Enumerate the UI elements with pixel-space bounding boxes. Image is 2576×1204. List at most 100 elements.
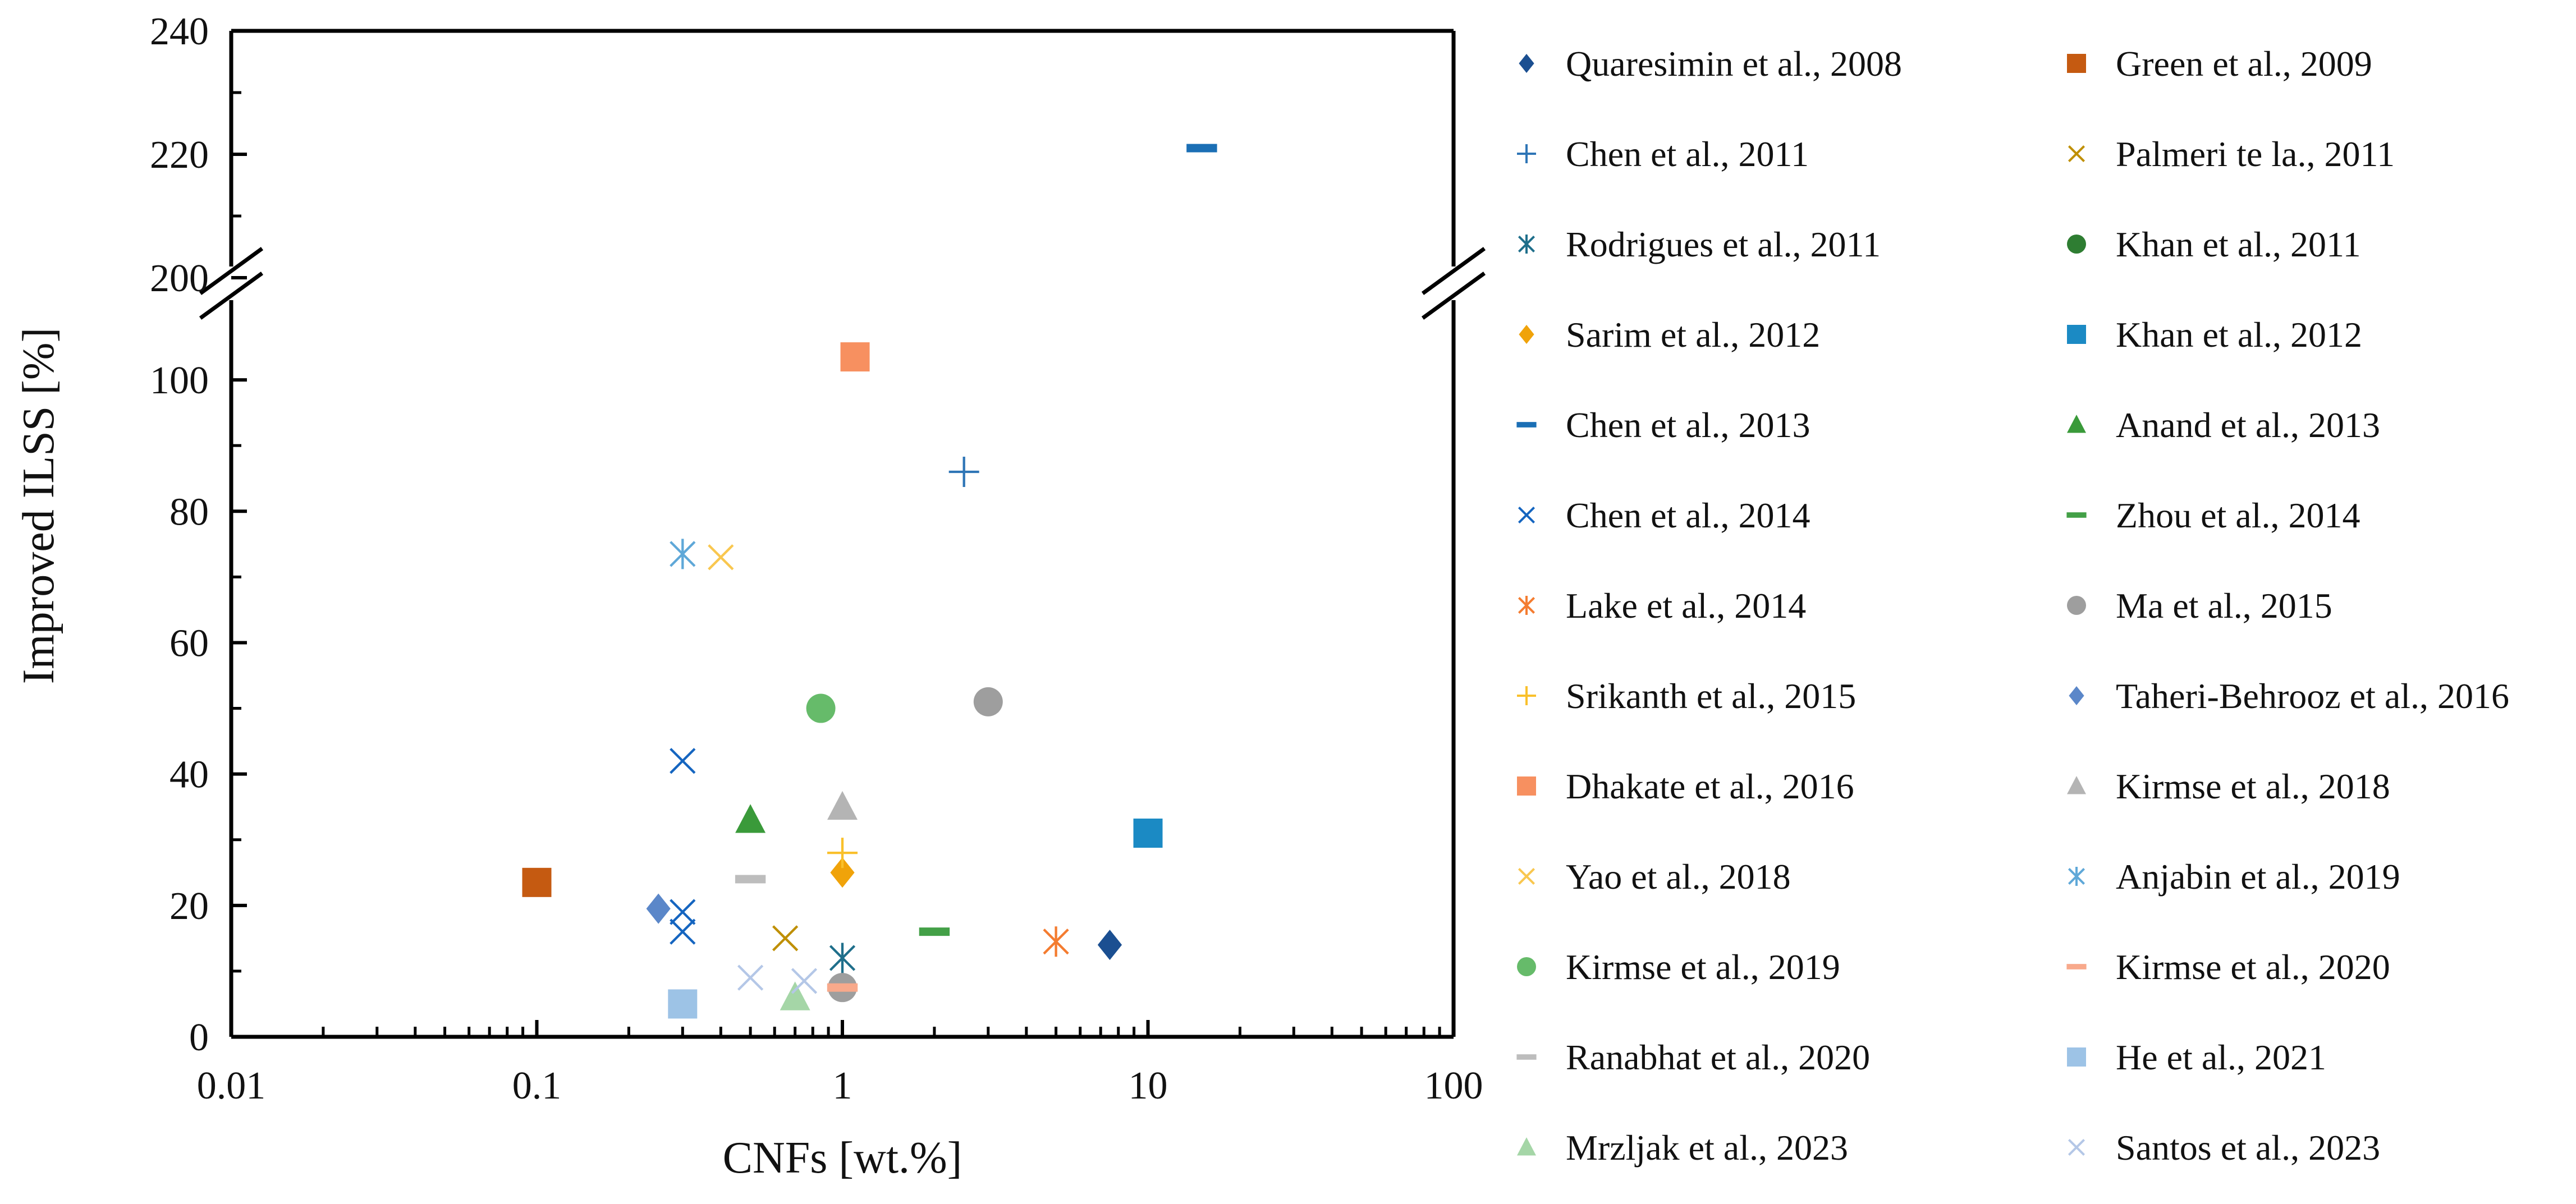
data-point [1133,819,1163,848]
legend-item: Anjabin et al., 2019 [2068,857,2400,897]
legend-item: Lake et al., 2014 [1518,586,1806,626]
legend-item: Ma et al., 2015 [2067,586,2332,626]
legend-item: Yao et al., 2018 [1518,857,1791,897]
x-tick-label: 0.1 [512,1064,562,1108]
data-point [1186,144,1217,153]
legend-marker [1518,235,1535,254]
data-point [919,927,950,936]
data-point [806,693,836,723]
legend-label: Kirmse et al., 2019 [1566,947,1840,987]
x-tick-label: 10 [1129,1064,1168,1108]
legend-item: Anand et al., 2013 [2067,405,2380,445]
legend-marker [1519,54,1534,73]
legend-item: Palmeri te la., 2011 [2068,134,2395,174]
legend-label: Lake et al., 2014 [1566,586,1806,626]
legend-item: Taheri-Behrooz et al., 2016 [2069,676,2509,716]
legend-item: Santos et al., 2023 [2068,1128,2380,1168]
y-tick-label: 80 [169,490,209,534]
legend-marker [1517,776,1536,796]
legend-marker [1517,957,1536,976]
legend-item: He et al., 2021 [2067,1037,2326,1077]
legend-marker [2067,1047,2086,1067]
data-point [670,539,696,569]
legend-marker [2067,596,2086,615]
x-tick-label: 100 [1424,1064,1483,1108]
legend-item: Chen et al., 2013 [1516,405,1810,445]
legend-item: Srikanth et al., 2015 [1517,676,1856,716]
axes: 0 20 40 60 80 100 200 220 240 0.01 0.1 1 10 100 [150,10,1486,1108]
y-tick-label: 60 [169,622,209,665]
legend-marker [2067,325,2086,344]
legend-label: Chen et al., 2013 [1566,405,1810,445]
legend-label: Ranabhat et al., 2020 [1566,1037,1870,1077]
legend-item: Kirmse et al., 2018 [2067,766,2390,806]
legend-marker [2069,686,2084,705]
legend-marker [2068,145,2085,163]
legend-marker [2067,776,2086,794]
legend-label: Dhakate et al., 2016 [1566,766,1854,806]
data-point [840,342,870,372]
legend-label: Rodrigues et al., 2011 [1566,224,1881,264]
data-point [973,687,1003,716]
y-tick-label: 20 [169,885,209,928]
data-point [670,918,696,945]
legend-marker [1518,867,1535,885]
data-point [1043,926,1069,957]
data-point [830,857,855,888]
y-axis-break-mark [199,272,264,320]
data-point [708,544,734,571]
legend-item: Rodrigues et al., 2011 [1518,224,1881,264]
legend-item: Quaresimin et al., 2008 [1519,44,1902,84]
data-point [646,893,671,924]
legend-item: Chen et al., 2014 [1518,495,1810,535]
legend-marker [1516,1054,1537,1060]
legend-item: Green et al., 2009 [2067,44,2372,84]
y-tick-label: 100 [150,359,209,402]
legend-label: He et al., 2021 [2116,1037,2326,1077]
right-axis-break-mark [1421,247,1486,295]
y-tick-label: 0 [189,1016,209,1059]
legend-label: Santos et al., 2023 [2116,1128,2380,1168]
legend-label: Khan et al., 2011 [2116,224,2361,264]
legend-marker [2067,235,2086,254]
legend-item: Ranabhat et al., 2020 [1516,1037,1870,1077]
legend-label: Yao et al., 2018 [1566,857,1791,897]
legend-label: Anand et al., 2013 [2116,405,2380,445]
y-tick-label: 40 [169,753,209,797]
data-point [827,838,858,868]
legend-marker [2066,964,2087,969]
data-point [522,867,552,897]
data-point [735,804,766,833]
legend-label: Kirmse et al., 2020 [2116,947,2390,987]
legend-label: Quaresimin et al., 2008 [1566,44,1902,84]
legend: Quaresimin et al., 2008 Green et al., 200… [1516,44,2509,1168]
legend-item: Kirmse et al., 2019 [1517,947,1840,987]
legend-item: Zhou et al., 2014 [2066,495,2360,535]
legend-item: Kirmse et al., 2020 [2066,947,2390,987]
data-point [670,899,696,925]
data-point [780,981,810,1010]
legend-item: Chen et al., 2011 [1517,134,1809,174]
legend-marker [1518,506,1535,524]
legend-marker [1516,422,1537,428]
legend-label: Green et al., 2009 [2116,44,2372,84]
y-tick-label: 200 [150,257,209,300]
legend-marker [1517,1137,1536,1156]
x-tick-label: 1 [833,1064,852,1108]
legend-item: Dhakate et al., 2016 [1517,766,1854,806]
y-tick-label: 240 [150,10,209,53]
legend-label: Sarim et al., 2012 [1566,315,1820,355]
legend-item: Khan et al., 2012 [2067,315,2362,355]
data-point [791,968,818,994]
data-point [772,925,799,952]
legend-label: Chen et al., 2011 [1566,134,1809,174]
legend-label: Palmeri te la., 2011 [2116,134,2395,174]
legend-marker [2067,54,2086,73]
y-axis-break-mark [199,247,264,295]
legend-label: Srikanth et al., 2015 [1566,676,1856,716]
legend-marker [1517,686,1536,705]
legend-marker [2068,867,2085,886]
data-point [827,791,858,820]
legend-marker [1519,325,1534,344]
legend-marker [2067,415,2086,433]
